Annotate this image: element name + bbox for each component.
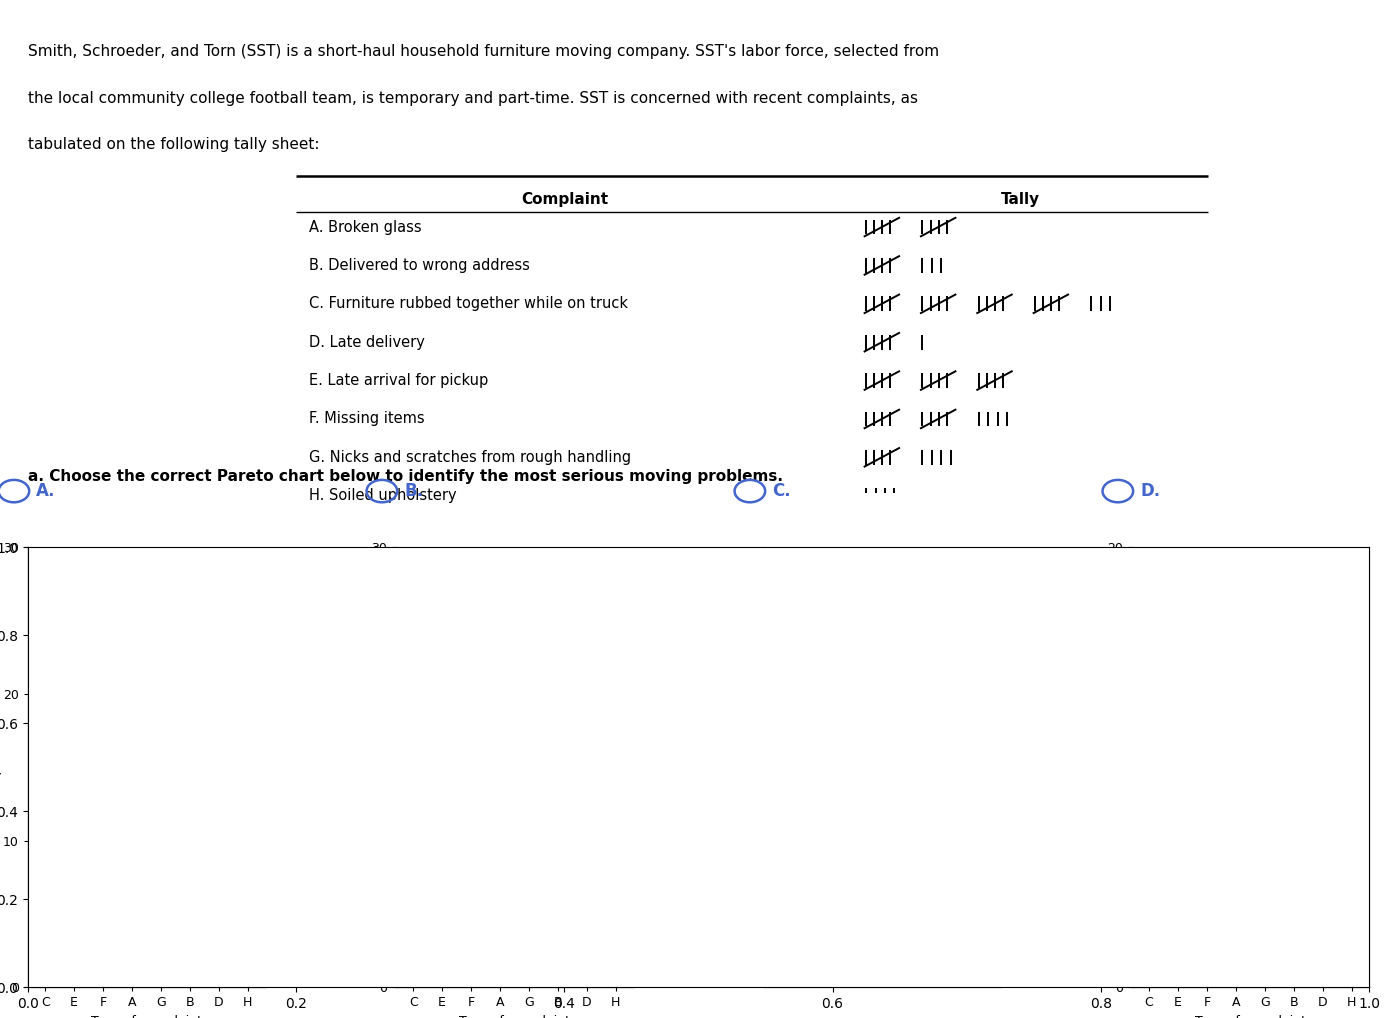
Bar	[1341, 899, 1362, 987]
Bar	[1138, 482, 1161, 987]
Y-axis label: Complaints: Complaints	[356, 732, 370, 802]
Bar	[1197, 679, 1218, 987]
Text: the local community college football team, is temporary and part-time. SST is co: the local community college football tea…	[28, 91, 917, 106]
Text: B. Delivered to wrong address: B. Delivered to wrong address	[310, 258, 531, 273]
Text: tabulated on the following tally sheet:: tabulated on the following tally sheet:	[28, 136, 320, 152]
Bar	[575, 899, 598, 987]
Bar	[121, 782, 143, 987]
Text: B.: B.	[404, 483, 423, 500]
Bar	[518, 855, 539, 987]
Bar	[1168, 658, 1188, 987]
Bar	[179, 811, 200, 987]
Text: D.: D.	[1140, 483, 1161, 500]
X-axis label: Type of complaint: Type of complaint	[459, 1015, 570, 1018]
Text: A.: A.	[36, 483, 56, 500]
Text: Complaint: Complaint	[521, 192, 607, 208]
Bar	[1312, 855, 1333, 987]
Text: Tally: Tally	[1001, 192, 1040, 208]
Bar	[1254, 789, 1276, 987]
Bar	[1283, 811, 1305, 987]
Text: A. Broken glass: A. Broken glass	[310, 220, 423, 234]
Y-axis label: Complaints: Complaints	[0, 732, 1, 802]
Bar	[92, 723, 114, 987]
X-axis label: Type of complaint: Type of complaint	[90, 1015, 202, 1018]
Text: Smith, Schroeder, and Torn (SST) is a short-haul household furniture moving comp: Smith, Schroeder, and Torn (SST) is a sh…	[28, 45, 938, 59]
Text: D. Late delivery: D. Late delivery	[310, 335, 425, 350]
Text: a. Choose the correct Pareto chart below to identify the most serious moving pro: a. Choose the correct Pareto chart below…	[28, 468, 783, 484]
Bar	[150, 797, 172, 987]
Text: H. Soiled upholstery: H. Soiled upholstery	[310, 489, 457, 503]
Y-axis label: Complaints: Complaints	[1093, 732, 1105, 802]
Bar	[431, 768, 453, 987]
Text: C. Furniture rubbed together while on truck: C. Furniture rubbed together while on tr…	[310, 296, 628, 312]
Bar	[402, 649, 424, 987]
Bar	[1225, 768, 1247, 987]
Bar	[208, 841, 229, 987]
Bar	[605, 928, 627, 987]
Bar	[460, 782, 482, 987]
Text: C.: C.	[771, 483, 791, 500]
Bar	[548, 870, 569, 987]
Bar	[236, 870, 259, 987]
Text: E. Late arrival for pickup: E. Late arrival for pickup	[310, 373, 489, 388]
Bar	[489, 841, 512, 987]
X-axis label: Type of complaint: Type of complaint	[1195, 1015, 1307, 1018]
Bar	[64, 709, 85, 987]
Bar	[35, 649, 56, 987]
Text: F. Missing items: F. Missing items	[310, 411, 425, 427]
Text: G. Nicks and scratches from rough handling: G. Nicks and scratches from rough handli…	[310, 450, 631, 465]
